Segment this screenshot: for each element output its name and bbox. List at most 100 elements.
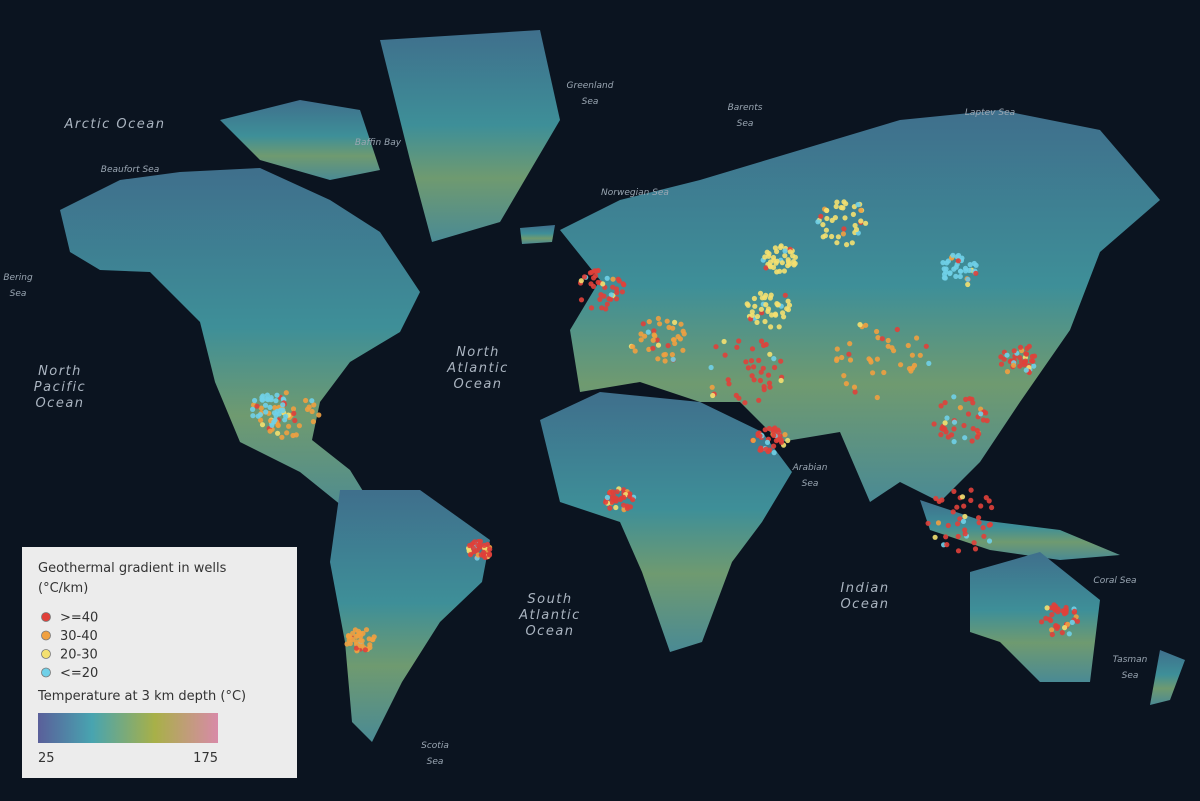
well-dot — [280, 407, 286, 413]
well-dot — [951, 439, 957, 445]
well-dot — [267, 404, 273, 410]
well-dot — [885, 337, 891, 344]
well-dot — [914, 335, 920, 341]
well-dot — [833, 203, 839, 210]
well-dot — [967, 396, 973, 402]
well-dot — [650, 345, 656, 351]
well-dot — [858, 218, 864, 224]
well-dot — [262, 402, 269, 408]
well-dot — [976, 431, 982, 437]
well-dot — [359, 638, 365, 644]
well-dot — [1022, 358, 1029, 364]
well-dot — [834, 357, 840, 363]
sea-label: Coral Sea — [1093, 576, 1136, 586]
well-dot — [840, 231, 847, 237]
well-dot — [781, 314, 787, 320]
well-dot — [855, 202, 861, 208]
well-dot — [267, 428, 273, 434]
well-dot — [303, 397, 309, 404]
well-dot — [780, 310, 786, 316]
well-dot — [870, 370, 876, 376]
well-dot — [772, 245, 779, 251]
well-dot — [960, 518, 967, 525]
well-dot — [250, 413, 256, 419]
well-dot — [721, 338, 727, 345]
well-dot — [467, 542, 473, 549]
sea-label: Tasman Sea — [1113, 655, 1148, 681]
legend-marker — [41, 612, 51, 622]
well-dot — [254, 403, 260, 409]
well-dot — [638, 337, 644, 343]
well-dot — [484, 541, 491, 548]
well-dot — [309, 398, 315, 404]
well-dot — [834, 199, 840, 205]
well-dot — [604, 494, 611, 501]
label-line: Sea — [1122, 671, 1139, 681]
well-dot — [1023, 367, 1029, 373]
well-dot — [983, 495, 989, 501]
well-dot — [662, 358, 668, 364]
well-dot — [614, 289, 620, 296]
well-dot — [1001, 356, 1007, 362]
well-dot — [756, 397, 762, 403]
well-dot — [672, 319, 678, 325]
well-dot — [1062, 625, 1068, 631]
well-dot — [259, 422, 266, 428]
well-dot — [654, 337, 660, 343]
well-dot — [749, 373, 755, 379]
land — [60, 30, 1185, 742]
well-dot — [280, 396, 286, 402]
well-dot — [840, 205, 846, 211]
well-dot — [745, 365, 752, 371]
well-dot — [775, 437, 781, 443]
well-dot — [761, 384, 767, 390]
well-dot — [951, 394, 957, 400]
well-dot — [961, 422, 967, 429]
well-dot — [772, 364, 778, 371]
well-dot — [778, 358, 784, 364]
well-dot — [363, 627, 370, 633]
well-dot — [346, 633, 352, 639]
well-dot — [758, 338, 765, 344]
well-dot — [935, 520, 942, 526]
well-dot — [820, 222, 826, 228]
well-dot — [1059, 630, 1065, 636]
well-dot — [766, 251, 772, 257]
well-dot — [481, 549, 487, 556]
well-dot — [965, 281, 971, 288]
well-dot — [777, 268, 783, 274]
well-dot — [670, 325, 676, 331]
label-line: North — [38, 364, 82, 379]
well-dot — [858, 207, 864, 213]
ocean-label: North Atlantic Ocean — [446, 345, 509, 392]
well-dot — [771, 432, 777, 439]
well-dot — [932, 534, 938, 540]
well-dot — [744, 301, 750, 307]
well-dot — [751, 377, 757, 383]
well-dot — [733, 392, 739, 398]
legend-marker — [41, 630, 51, 641]
well-dot — [782, 253, 788, 259]
new-zealand — [1150, 650, 1185, 705]
well-dot — [722, 352, 728, 358]
well-dot — [970, 426, 976, 432]
well-dot — [839, 354, 845, 361]
well-dot — [955, 533, 961, 540]
well-dot — [943, 534, 949, 540]
well-dot — [283, 390, 289, 396]
label-line: Sea — [10, 289, 27, 299]
well-dot — [954, 504, 960, 510]
label-line: Ocean — [35, 396, 84, 411]
well-dot — [661, 352, 667, 358]
well-dot — [258, 417, 264, 423]
well-dot — [726, 381, 732, 387]
well-dot — [599, 305, 605, 311]
sea-label: Barents Sea — [728, 103, 763, 129]
well-dot — [581, 274, 588, 280]
well-dot — [778, 377, 784, 384]
well-dot — [734, 344, 740, 350]
iceland — [520, 225, 555, 244]
well-dot — [304, 406, 311, 412]
well-dot — [953, 273, 959, 279]
